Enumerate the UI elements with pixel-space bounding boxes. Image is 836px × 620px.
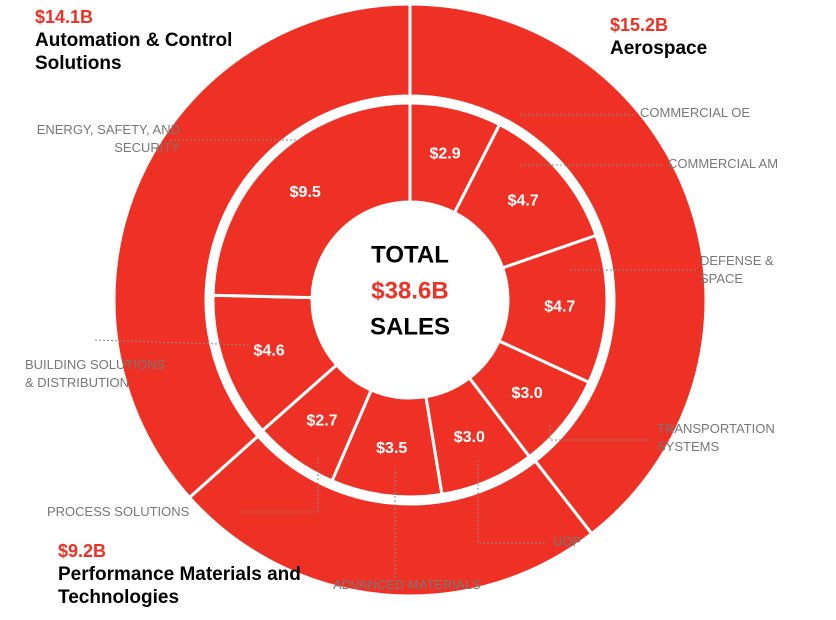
segment-value-label: $2.7 [306, 413, 337, 430]
segment-name: BUILDING SOLUTIONS & DISTRIBUTION [25, 357, 166, 390]
leader-line [477, 460, 546, 544]
group-name: Aerospace [610, 38, 708, 59]
group-name: Performance Materials and Technologies [58, 564, 301, 608]
segment-value-label: $3.0 [454, 429, 485, 446]
center-total: $38.6B [371, 277, 448, 304]
group-value-label: $15.2B [610, 15, 669, 35]
group-name: Automation & Control Solutions [35, 30, 233, 74]
segment-name: COMMERCIAL AM [668, 156, 779, 171]
outer-segment [408, 2, 708, 536]
outer-segment [112, 2, 412, 500]
segment-name: TRANSPORTATION SYSTEMS [657, 421, 775, 454]
segment-name: ADVANCED MATERIALS [333, 577, 481, 592]
leader-line [549, 425, 652, 441]
center-bottom: SALES [370, 313, 450, 340]
segment-name: UOP [553, 534, 582, 549]
segment-value-label: $2.9 [430, 145, 461, 162]
segment-name: PROCESS SOLUTIONS [47, 504, 190, 519]
segment-value-label: $3.0 [511, 385, 542, 402]
group-value-label: $9.2B [58, 541, 107, 561]
segment-value-label: $3.5 [376, 440, 407, 457]
leader-line [242, 458, 319, 513]
inner-segment [211, 101, 412, 300]
segment-value-label: $4.7 [508, 193, 539, 210]
group-value-label: $14.1B [35, 7, 94, 27]
segment-value-label: $4.6 [254, 343, 285, 360]
center-top: TOTAL [371, 241, 449, 268]
segment-value-label: $4.7 [544, 299, 575, 316]
segment-value-label: $9.5 [290, 184, 321, 201]
outer-segment [187, 433, 594, 598]
leader-line [94, 339, 251, 346]
segment-name: COMMERCIAL OE [640, 105, 751, 120]
segment-name: DEFENSE & SPACE [700, 253, 774, 286]
segment-name: ENERGY, SAFETY, AND SECURITY [36, 122, 180, 155]
